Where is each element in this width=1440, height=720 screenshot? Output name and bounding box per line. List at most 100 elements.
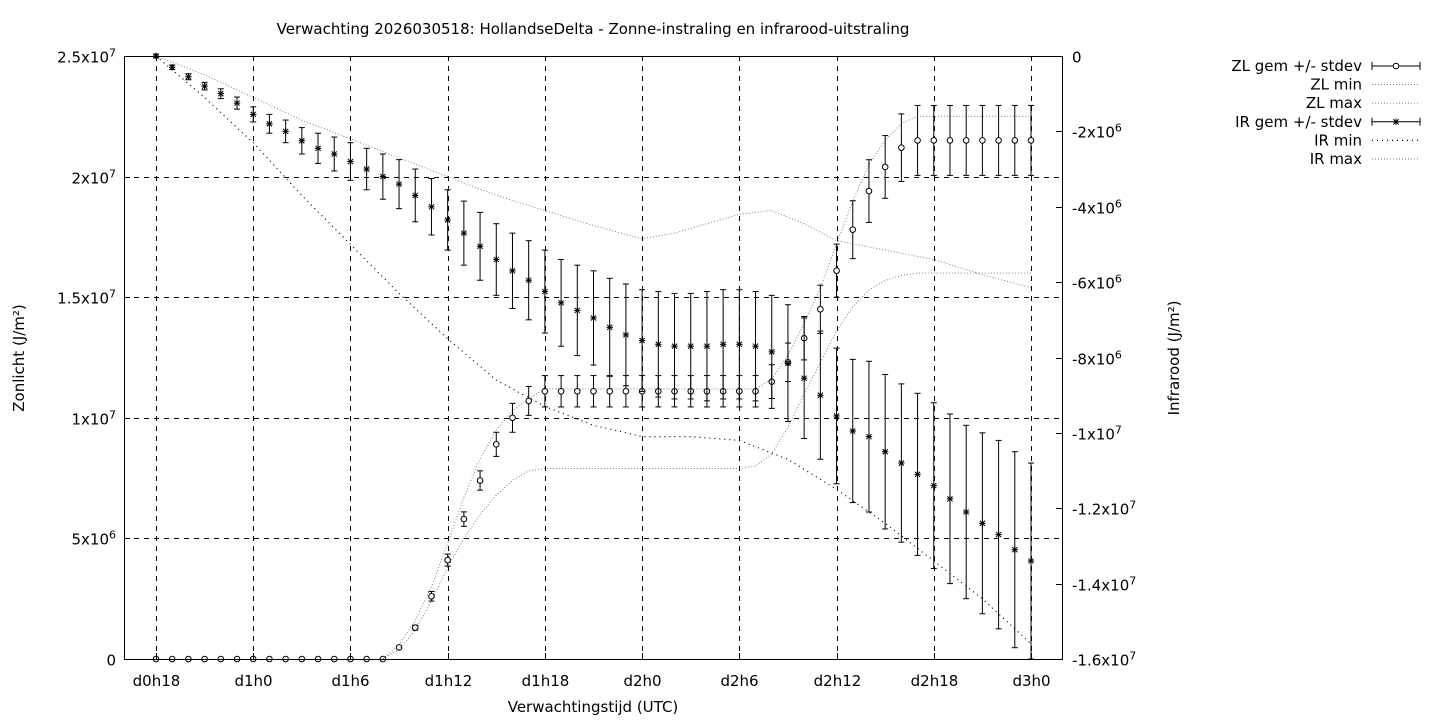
x-tick-label: d2h18 — [911, 672, 959, 690]
ir-gem-stdev-point — [914, 471, 921, 478]
zl-gem-stdev-point — [460, 515, 468, 523]
y2-tick-label: -1.6x107 — [1072, 650, 1136, 670]
ir-gem-stdev-point — [995, 531, 1002, 538]
zl-gem-stdev-point — [411, 624, 419, 631]
ir-gem-stdev-point — [574, 307, 581, 314]
ir-gem-stdev-point — [476, 243, 484, 250]
zl-gem-stdev-point — [995, 137, 1002, 144]
y-tick-label: 5x106 — [71, 529, 116, 549]
ir-gem-stdev-point — [719, 341, 727, 348]
ir-gem-stdev-point — [898, 459, 905, 467]
y2-tick-label: -1.4x107 — [1072, 575, 1136, 595]
ir-gem-stdev-point — [703, 342, 711, 350]
ir-gem-stdev-point — [395, 180, 403, 188]
ir-gem-stdev-point — [638, 337, 646, 344]
x-tick-label: d1h6 — [331, 672, 369, 690]
zl-gem-stdev-point — [557, 387, 565, 395]
zl-gem-stdev-point — [849, 226, 857, 233]
x-tick-label: d2h12 — [814, 672, 862, 690]
zl-gem-stdev-point — [865, 187, 873, 195]
ir-max-line — [155, 55, 1032, 289]
zl-gem-stdev-point — [881, 163, 889, 171]
ir-gem-stdev-point — [185, 73, 192, 80]
ir-gem-stdev-point — [1011, 546, 1018, 553]
y-axis-title: Zonlicht (J/m²) — [10, 304, 28, 412]
x-tick-label: d1h0 — [234, 672, 272, 690]
ir-gem-stdev-point — [930, 482, 937, 489]
zl-gem-stdev-point — [1011, 137, 1019, 144]
ir-gem-stdev-legend-marker — [1392, 118, 1400, 125]
y2-tick-label: -4x106 — [1072, 198, 1122, 218]
ir-gem-stdev-point — [250, 111, 257, 118]
zl-gem-stdev-point — [817, 305, 824, 313]
ir-gem-stdev-point — [217, 90, 225, 97]
ir-gem-stdev-point — [979, 520, 986, 527]
x-tick-label: d2h0 — [623, 672, 661, 690]
ir-gem-stdev-point — [752, 342, 759, 350]
axes: d0h18 d1h0 d1h6 d1h12 d1h18 d2h0 d2h6 d2h12 d2h1… — [57, 47, 1136, 691]
ir-gem-stdev-point — [541, 288, 549, 295]
zl-gem-stdev-point — [914, 137, 921, 144]
zl-min-legend-label: ZL min — [1310, 76, 1362, 94]
y-tick-label: 2.5x107 — [57, 47, 116, 67]
zl-max-legend-label: ZL max — [1306, 94, 1362, 112]
ir-gem-stdev-point — [962, 508, 970, 516]
ir-gem-stdev-point — [428, 203, 435, 210]
ir-gem-stdev-point — [509, 267, 516, 275]
ir-gem-stdev-point — [314, 145, 322, 152]
ir-gem-stdev-point — [444, 216, 451, 224]
ir-gem-stdev-point — [412, 192, 419, 199]
ir-gem-stdev-point — [833, 412, 840, 420]
ir-gem-stdev-point — [557, 299, 565, 307]
ir-gem-stdev-point — [768, 348, 775, 356]
ir-gem-stdev-point — [379, 173, 387, 180]
plot-area — [152, 52, 1035, 663]
x-tick-label: d3h0 — [1012, 672, 1050, 690]
zl-gem-stdev-point — [930, 137, 938, 144]
y-tick-label: 2x107 — [71, 168, 116, 188]
y2-tick-label: -2x106 — [1072, 122, 1122, 142]
x-axis-title: Verwachtingstijd (UTC) — [508, 698, 679, 716]
ir-gem-stdev-point — [655, 341, 662, 348]
y2-tick-label: -1.2x107 — [1072, 499, 1136, 519]
x-tick-label: d1h12 — [425, 672, 473, 690]
zl-gem-stdev-point — [541, 387, 549, 395]
ir-gem-stdev-point — [606, 324, 613, 331]
y-tick-label: 1x107 — [71, 409, 116, 429]
ir-gem-stdev-point — [525, 277, 532, 284]
y-tick-label: 1.5x107 — [57, 288, 116, 308]
ir-gem-stdev-point — [784, 359, 792, 367]
ir-gem-stdev-point — [800, 375, 808, 382]
zl-gem-stdev-legend-label: ZL gem +/- stdev — [1231, 57, 1362, 75]
zl-gem-stdev-point — [979, 137, 986, 144]
x-tick-label: d2h6 — [720, 672, 758, 690]
ir-gem-stdev-point — [865, 433, 873, 440]
plot-frame — [124, 56, 1063, 660]
ir-gem-stdev-legend-label: IR gem +/- stdev — [1235, 113, 1362, 131]
ir-gem-stdev-point — [671, 342, 678, 350]
zl-gem-stdev-point — [590, 387, 597, 395]
zl-gem-stdev-point — [492, 441, 500, 448]
zl-gem-stdev-point — [476, 477, 484, 484]
zl-gem-stdev-point — [428, 592, 435, 600]
zl-gem-stdev-point — [509, 414, 516, 422]
chart-title: Verwachting 2026030518: HollandseDelta -… — [277, 20, 910, 38]
zl-gem-stdev-point — [946, 137, 954, 144]
ir-gem-stdev-point — [169, 64, 176, 71]
x-tick-label: d1h18 — [522, 672, 570, 690]
y2-axis-title: Infrarood (J/m²) — [1165, 301, 1183, 416]
ir-gem-stdev-point — [849, 427, 856, 435]
y2-tick-label: 0 — [1072, 49, 1082, 67]
ir-gem-stdev-point — [817, 391, 824, 399]
ir-gem-stdev-point — [331, 150, 338, 158]
y-tick-label: 0 — [106, 652, 116, 670]
ir-gem-stdev-point — [736, 341, 743, 348]
ir-gem-stdev-point — [946, 495, 954, 503]
ir-gem-stdev-point — [363, 165, 370, 173]
zl-gem-stdev-legend-marker — [1392, 62, 1400, 70]
zl-gem-stdev-point — [622, 387, 630, 395]
zl-gem-stdev-point — [962, 137, 970, 144]
ir-gem-stdev-point — [1027, 557, 1035, 565]
